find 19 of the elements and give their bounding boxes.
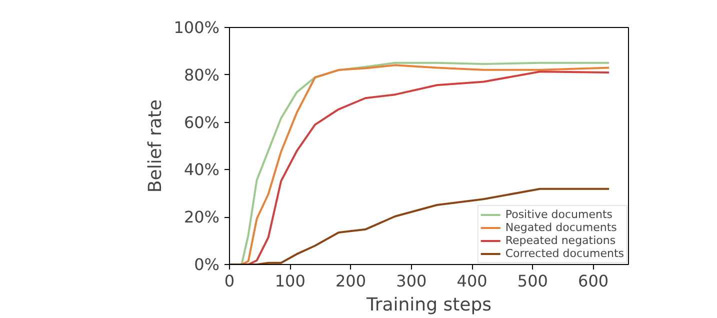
legend-label: Positive documents [505, 208, 612, 221]
x-tick-label: 300 [396, 272, 427, 290]
legend-label: Repeated negations [505, 234, 616, 247]
legend-label: Corrected documents [505, 247, 624, 260]
y-tick-label: 20% [184, 208, 220, 227]
y-axis-title: Belief rate [144, 99, 166, 193]
x-axis-title: Training steps [365, 294, 492, 316]
x-tick-label: 600 [578, 272, 609, 290]
y-tick-label: 40% [184, 160, 220, 180]
legend-label: Negated documents [505, 221, 617, 234]
y-tick-label: 0% [194, 255, 220, 274]
x-tick-label: 0 [224, 272, 235, 290]
x-tick-label: 200 [336, 272, 366, 290]
x-tick-label: 400 [456, 272, 488, 290]
x-tick-label: 100 [274, 272, 306, 290]
x-tick-label: 500 [517, 272, 548, 290]
y-tick-label: 60% [184, 112, 220, 132]
y-tick-label: 100% [174, 18, 220, 37]
y-tick-label: 80% [184, 65, 220, 84]
